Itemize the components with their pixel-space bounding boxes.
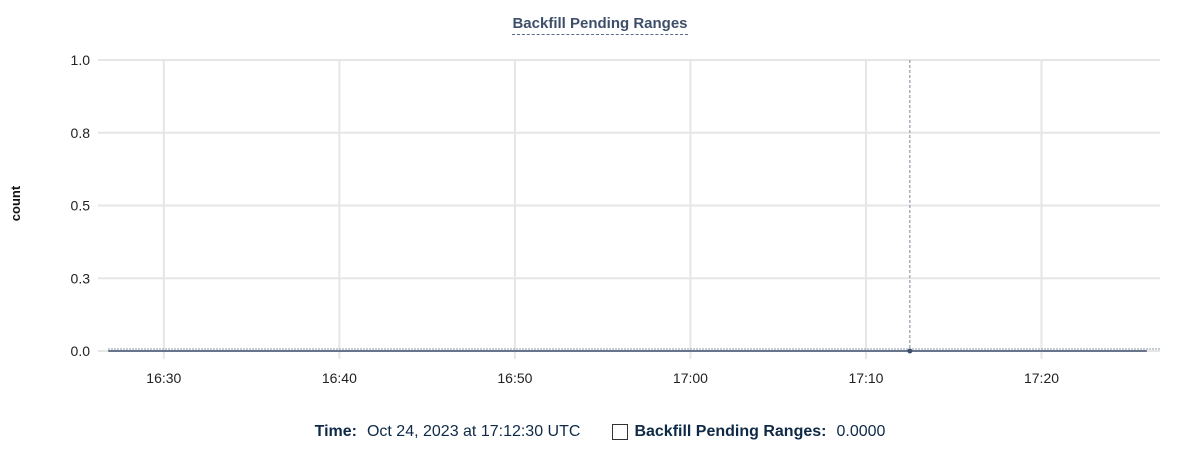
y-tick-label: 1.0 [71,52,91,68]
tooltip-legend: Time: Oct 24, 2023 at 17:12:30 UTC Backf… [0,423,1200,441]
x-tick-label: 16:40 [322,370,357,386]
hover-point [907,348,913,354]
y-tick-label: 0.3 [71,270,91,286]
series-toggle-checkbox[interactable] [612,424,629,440]
y-tick-label: 0.8 [71,125,91,141]
x-tick-label: 17:20 [1024,370,1059,386]
series-label: Backfill Pending Ranges: [634,423,827,440]
x-tick-label: 17:10 [848,370,883,386]
time-label: Time: [314,423,357,440]
x-tick-label: 16:30 [146,370,181,386]
time-value: Oct 24, 2023 at 17:12:30 UTC [366,423,581,440]
y-axis-label: count [8,185,24,222]
chart-title-wrap: Backfill Pending Ranges [0,15,1200,35]
series-value: 0.0000 [836,423,886,440]
y-tick-label: 0.0 [71,343,91,359]
x-tick-label: 16:50 [497,370,532,386]
chart-title[interactable]: Backfill Pending Ranges [512,15,688,35]
y-tick-label: 0.5 [71,198,91,214]
x-tick-label: 17:00 [673,370,708,386]
